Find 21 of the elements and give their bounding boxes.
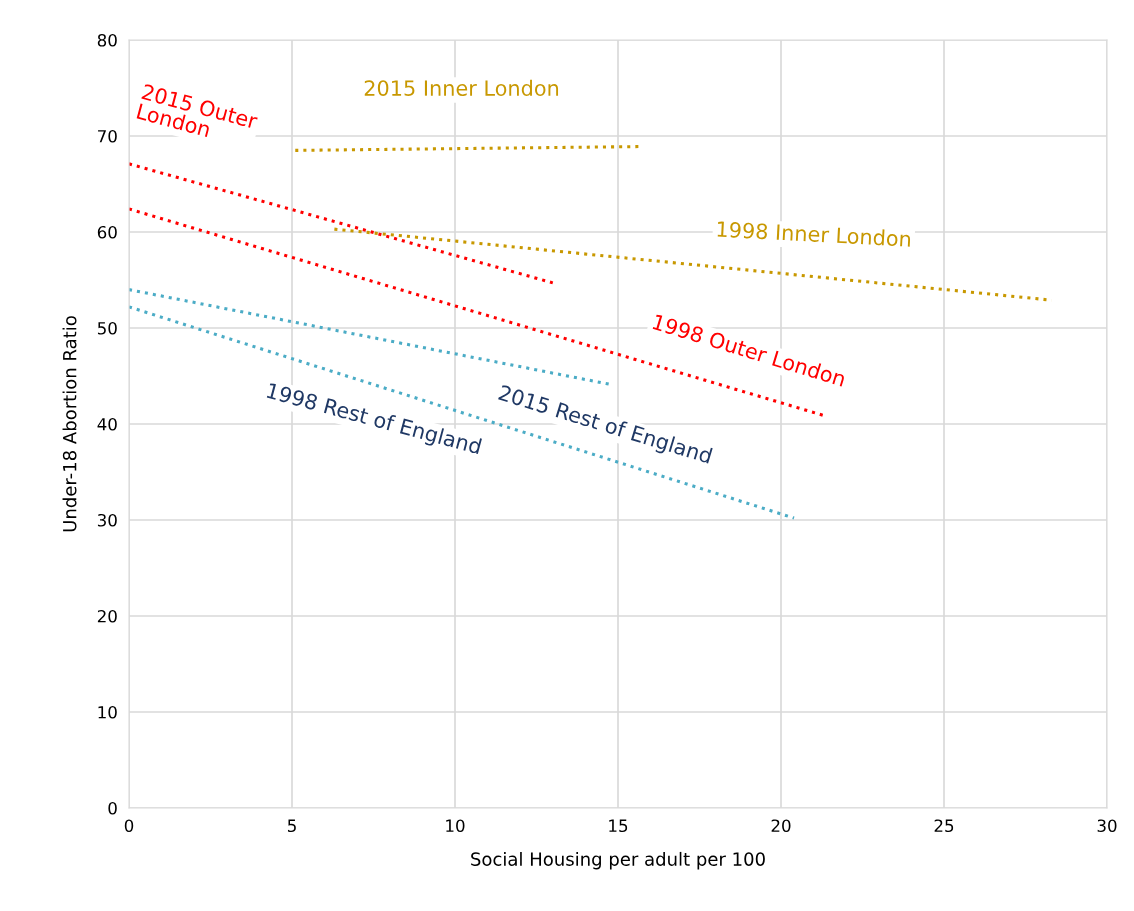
text: 2015 Outer London [136, 83, 259, 138]
y-tick-label: 40 [97, 417, 117, 431]
x-tick-label: 20 [771, 819, 791, 833]
x-tick-label: 10 [446, 819, 465, 833]
x-tick-label: 0 [124, 819, 134, 833]
y-tick-label: 10 [98, 705, 117, 719]
y-tick-label: 80 [97, 33, 117, 47]
x-tick-label: 5 [287, 819, 296, 833]
text: 2015 Inner London [364, 79, 559, 96]
y-axis-title: Under-18 Abortion Ratio [62, 316, 77, 532]
y-tick-label: 50 [97, 321, 117, 335]
x-tick-label: 15 [609, 819, 628, 833]
y-tick-label: 0 [108, 801, 117, 815]
x-axis-title: Social Housing per adult per 100 [471, 851, 765, 870]
y-tick-label: 20 [97, 609, 117, 623]
x-tick-label: 30 [1097, 819, 1117, 833]
y-tick-label: 30 [97, 513, 117, 527]
y-tick-label: 70 [98, 129, 117, 143]
y-tick-label: 60 [97, 225, 117, 239]
series-label: 1998 Inner London [717, 220, 911, 247]
x-tick-label: 25 [934, 819, 954, 833]
